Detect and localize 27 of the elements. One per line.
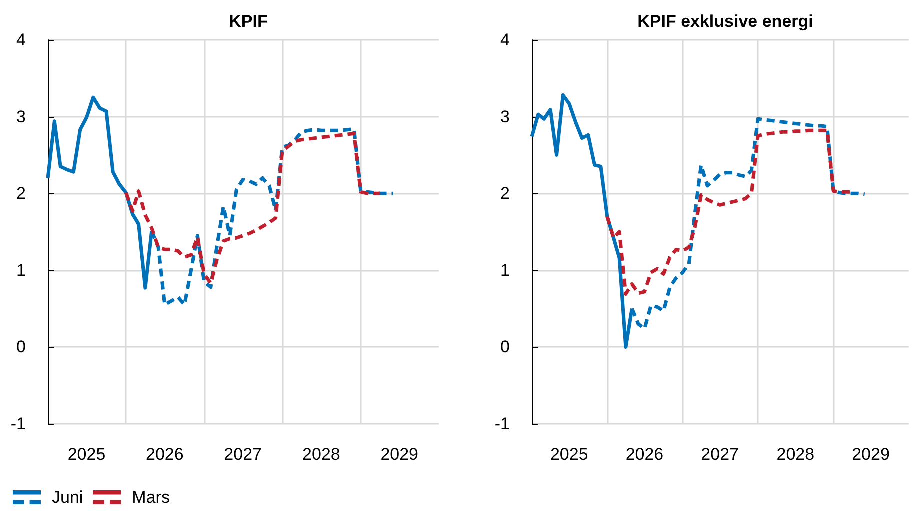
x-tick-label: 2027 [224, 445, 262, 464]
x-tick-label: 2029 [380, 445, 419, 464]
x-tick-label: 2026 [626, 445, 664, 464]
y-tick-label: 0 [16, 338, 26, 357]
y-tick-label: 1 [16, 260, 26, 280]
y-tick-label: 1 [500, 260, 510, 280]
x-tick-label: 2028 [302, 445, 340, 464]
y-tick-label: 3 [16, 107, 26, 126]
x-tick-label: 2027 [701, 445, 739, 464]
x-tick-label: 2028 [776, 445, 815, 464]
y-tick-label: 4 [500, 30, 510, 50]
x-tick-label: 2029 [852, 445, 890, 464]
legend-label: Juni [52, 488, 84, 507]
y-tick-label: 2 [16, 184, 26, 204]
chart-title: KPIF [229, 12, 268, 31]
y-tick-label: 4 [16, 30, 26, 50]
chart-title: KPIF exklusive energi [638, 12, 814, 31]
y-tick-label: 0 [500, 338, 510, 357]
y-tick-label: -1 [10, 414, 26, 434]
y-tick-label: 3 [500, 107, 510, 126]
x-tick-label: 2025 [550, 445, 588, 464]
y-tick-label: 2 [500, 184, 510, 204]
y-tick-label: -1 [494, 414, 510, 434]
line-series [124, 132, 382, 286]
x-tick-label: 2026 [146, 445, 184, 464]
legend-label: Mars [132, 488, 170, 507]
x-tick-label: 2025 [68, 445, 106, 464]
